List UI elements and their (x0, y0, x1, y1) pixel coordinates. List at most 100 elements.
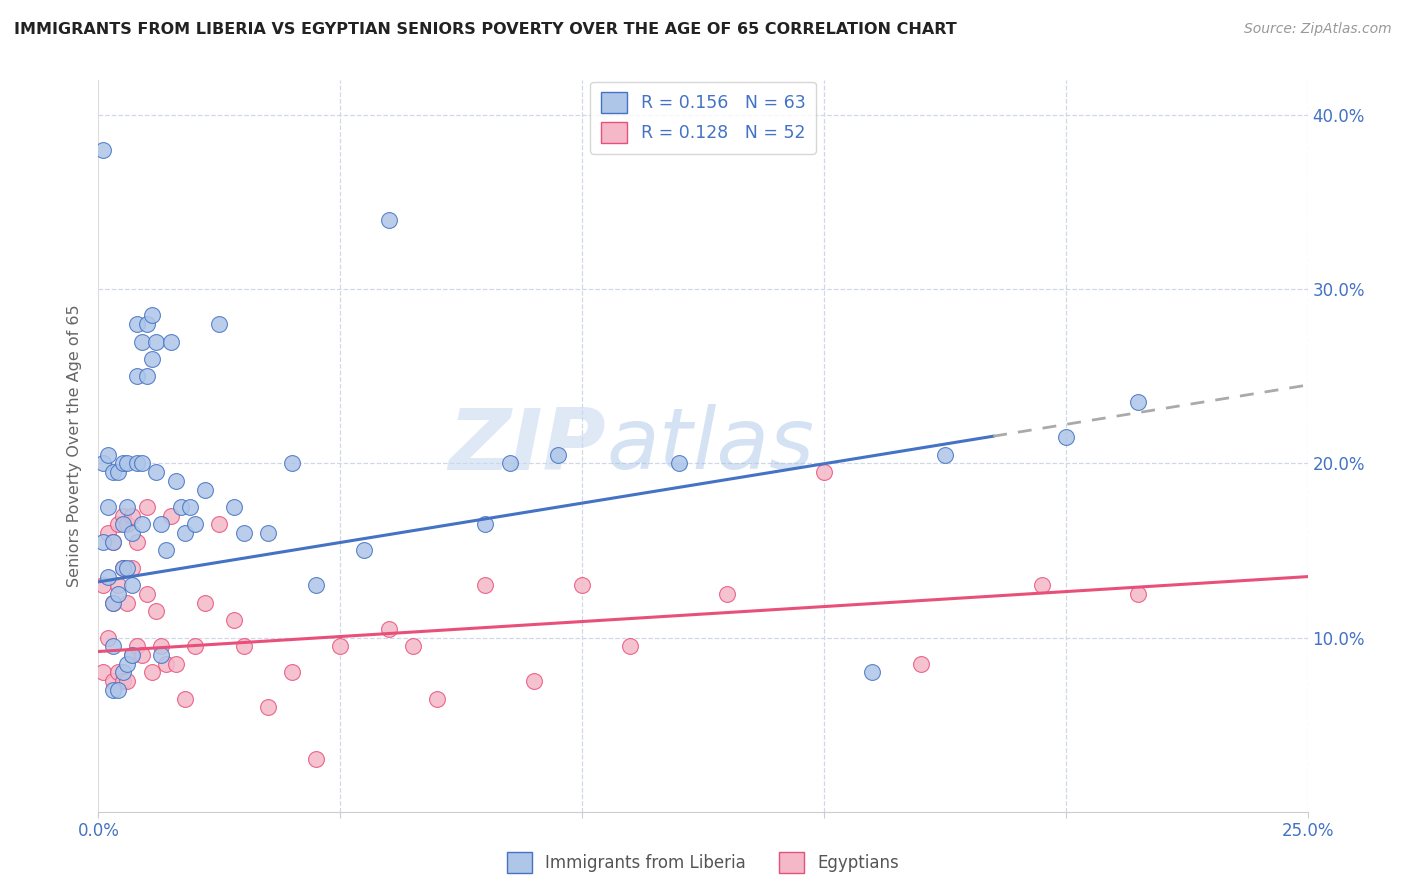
Point (111, 665, 134, 680)
Point (329, 640, 352, 654)
Point (121, 578, 143, 592)
Legend: R = 0.156   N = 63, R = 0.128   N = 52: R = 0.156 N = 63, R = 0.128 N = 52 (591, 82, 815, 153)
Point (474, 517, 496, 532)
Point (131, 517, 153, 532)
Point (145, 604, 167, 618)
Point (127, 457, 149, 471)
Point (101, 640, 124, 654)
Point (160, 334, 183, 349)
Point (111, 457, 134, 471)
Point (97, 569, 120, 583)
Point (232, 526, 254, 541)
Point (135, 369, 157, 384)
Point (101, 682, 124, 697)
Point (121, 648, 143, 662)
Point (111, 561, 134, 575)
Point (377, 212, 399, 227)
Text: IMMIGRANTS FROM LIBERIA VS EGYPTIAN SENIORS POVERTY OVER THE AGE OF 65 CORRELATI: IMMIGRANTS FROM LIBERIA VS EGYPTIAN SENI… (14, 22, 957, 37)
Point (141, 665, 163, 680)
Point (194, 596, 217, 610)
Point (127, 534, 149, 549)
Point (716, 587, 738, 601)
Point (165, 474, 187, 488)
Point (101, 534, 124, 549)
Point (121, 526, 143, 541)
Point (107, 578, 129, 592)
Point (117, 561, 139, 575)
Point (101, 674, 124, 689)
Point (1128, 395, 1150, 409)
Point (91, 534, 114, 549)
Text: ZIP: ZIP (449, 404, 606, 488)
Point (150, 640, 173, 654)
Point (194, 483, 217, 497)
Point (184, 517, 207, 532)
Point (150, 648, 173, 662)
Point (131, 457, 153, 471)
Point (377, 622, 399, 636)
Point (97, 500, 120, 514)
Point (101, 534, 124, 549)
Point (101, 596, 124, 610)
Point (1054, 430, 1077, 444)
Point (117, 500, 139, 514)
Point (101, 465, 124, 479)
Point (91, 578, 114, 592)
Point (155, 657, 177, 671)
Point (232, 640, 254, 654)
Point (111, 508, 134, 523)
Point (910, 657, 932, 671)
Point (174, 526, 197, 541)
Point (208, 317, 231, 331)
Point (107, 587, 129, 601)
Point (131, 648, 153, 662)
Text: Source: ZipAtlas.com: Source: ZipAtlas.com (1244, 22, 1392, 37)
Point (813, 465, 835, 479)
Point (111, 674, 134, 689)
Point (160, 508, 183, 523)
Point (135, 500, 157, 514)
Point (155, 543, 177, 558)
Point (426, 691, 449, 706)
Point (135, 587, 157, 601)
Point (97, 448, 120, 462)
Point (619, 640, 641, 654)
Point (145, 465, 167, 479)
Point (111, 561, 134, 575)
Point (353, 543, 375, 558)
Point (141, 351, 163, 366)
Point (117, 596, 139, 610)
Point (150, 517, 173, 532)
Point (860, 665, 883, 680)
Point (121, 508, 143, 523)
Point (256, 526, 278, 541)
Point (97, 526, 120, 541)
Point (474, 578, 496, 592)
Point (174, 691, 197, 706)
Point (127, 369, 149, 384)
Point (305, 578, 328, 592)
Point (117, 517, 139, 532)
Point (97, 631, 120, 645)
Point (571, 578, 593, 592)
Point (135, 317, 157, 331)
Point (222, 500, 245, 514)
Point (547, 448, 569, 462)
Legend: Immigrants from Liberia, Egyptians: Immigrants from Liberia, Egyptians (501, 846, 905, 880)
Text: atlas: atlas (606, 404, 814, 488)
Point (169, 500, 191, 514)
Point (107, 517, 129, 532)
Point (222, 613, 245, 627)
Point (107, 682, 129, 697)
Point (305, 752, 328, 766)
Point (117, 457, 139, 471)
Point (281, 665, 304, 680)
Point (91, 457, 114, 471)
Point (145, 334, 167, 349)
Point (498, 457, 520, 471)
Point (101, 596, 124, 610)
Point (165, 657, 187, 671)
Point (523, 674, 546, 689)
Point (117, 657, 139, 671)
Point (256, 700, 278, 714)
